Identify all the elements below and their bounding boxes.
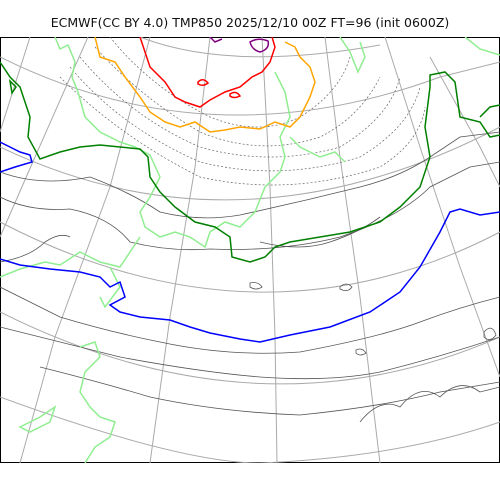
- light-green-isotherm: [464, 37, 500, 56]
- dark-green-isotherm: [479, 104, 500, 118]
- dark-green-isotherm: [8, 78, 17, 95]
- cold-contour: [109, 37, 351, 128]
- light-green-isotherm: [289, 136, 346, 163]
- light-green-isotherm: [79, 341, 116, 463]
- coastline: [359, 385, 500, 423]
- coastline: [355, 348, 367, 356]
- parallel-line: [0, 126, 500, 201]
- meridian-line: [19, 37, 151, 463]
- light-green-isotherm: [99, 266, 121, 309]
- coastline: [39, 366, 500, 416]
- red-isotherm: [139, 37, 276, 108]
- red-isotherm: [229, 91, 242, 99]
- light-green-isotherm: [18, 405, 57, 433]
- weather-map[interactable]: [0, 37, 500, 463]
- map-title: ECMWF(CC BY 4.0) TMP850 2025/12/10 00Z F…: [50, 15, 450, 30]
- coastline: [0, 286, 500, 354]
- meridian-line: [429, 56, 500, 188]
- blue-isotherm: [0, 141, 33, 173]
- parallel-line: [139, 37, 381, 58]
- coastline: [0, 326, 500, 380]
- meridian-line: [149, 37, 211, 463]
- map-border: [0, 37, 500, 463]
- blue-isotherm: [0, 208, 500, 343]
- parallel-line: [0, 396, 500, 463]
- coastline: [483, 327, 497, 340]
- light-green-isotherm: [54, 37, 291, 249]
- meridian-line: [324, 37, 381, 463]
- graticule: [0, 37, 500, 463]
- coastline: [0, 131, 500, 219]
- parallel-line: [0, 311, 500, 385]
- cold-contour: [79, 56, 401, 158]
- orange-isotherm: [94, 37, 316, 133]
- meridian-line: [0, 37, 89, 238]
- red-isotherm: [197, 79, 210, 87]
- purple-isotherm: [209, 37, 223, 43]
- coastline: [0, 234, 71, 263]
- parallel-line: [0, 221, 500, 293]
- light-green-isotherm: [339, 37, 366, 74]
- meridian-line: [384, 37, 500, 378]
- cold-contour: [69, 66, 421, 172]
- map-frame[interactable]: [0, 37, 500, 463]
- coastline: [339, 283, 353, 291]
- coastline: [249, 282, 263, 290]
- dark-green-isotherm: [0, 61, 500, 263]
- meridian-line: [261, 37, 278, 463]
- purple-isotherm: [249, 38, 270, 53]
- meridian-line: [0, 37, 31, 133]
